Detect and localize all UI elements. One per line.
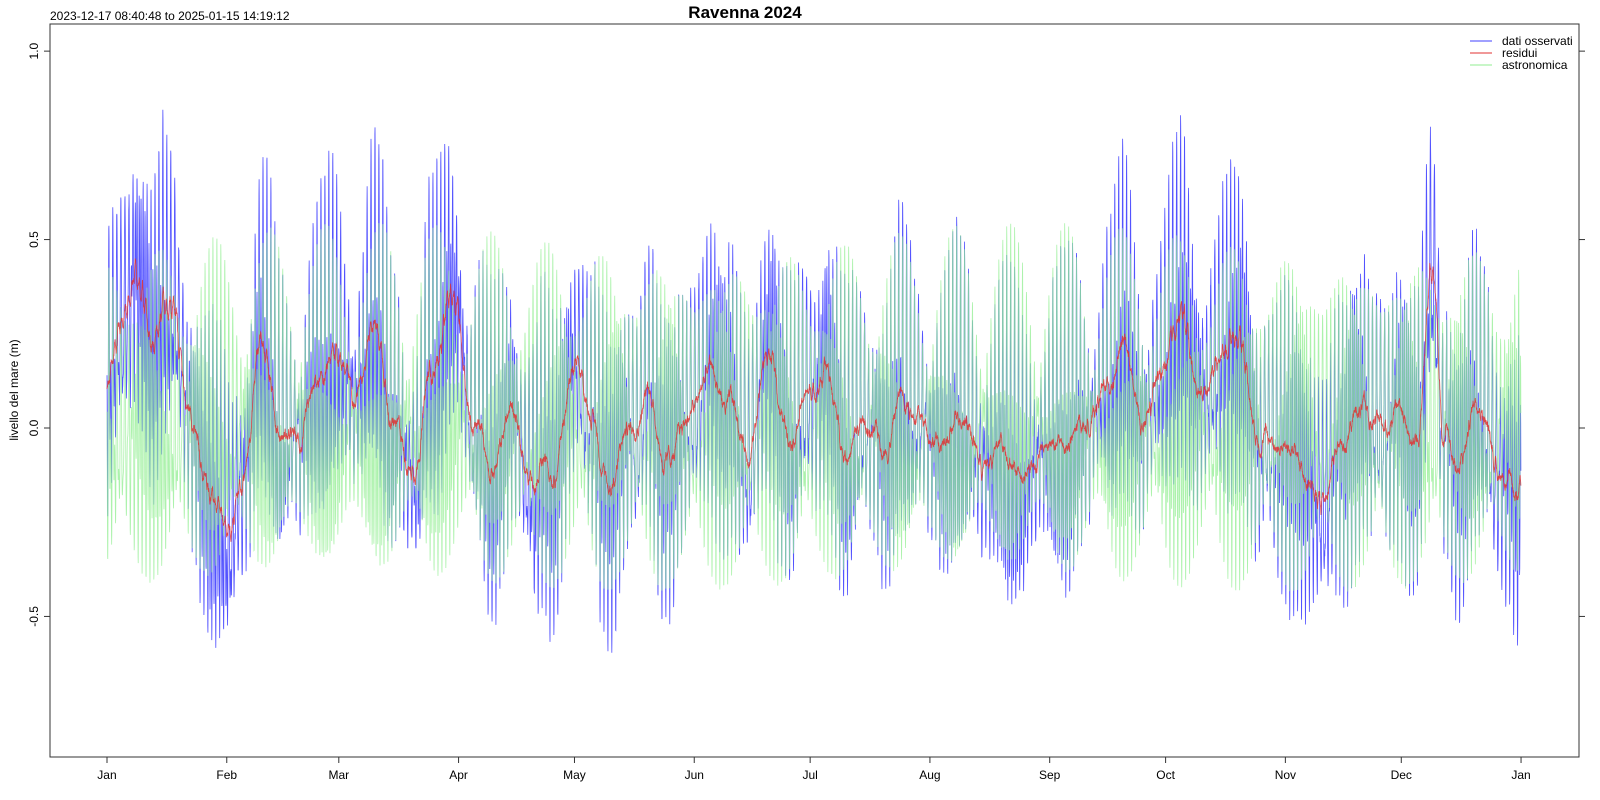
x-tick-label: Aug (919, 768, 940, 782)
legend-label-astronomical: astronomica (1502, 58, 1568, 72)
y-tick-label: -0.5 (27, 606, 41, 627)
x-tick-label: Jun (685, 768, 704, 782)
legend-label-residual: residui (1502, 46, 1537, 60)
y-tick-label: 1.0 (27, 42, 41, 59)
legend: dati osservati residui astronomica (1470, 34, 1573, 72)
x-tick-label: Jan (97, 768, 116, 782)
plot-border (49, 23, 1580, 758)
x-tick-label: Oct (1156, 768, 1175, 782)
x-tick-label: May (563, 768, 586, 782)
chart-subtitle: 2023-12-17 08:40:48 to 2025-01-15 14:19:… (50, 9, 290, 23)
series-line-astronomical (106, 223, 1522, 592)
x-tick-label: Feb (216, 768, 237, 782)
y-tick-label: 0.5 (27, 231, 41, 248)
axes-layer: Jan Feb Mar Apr May Jun Jul Aug Sep Oct Nov Dec Jan -… (27, 42, 1585, 782)
chart-title: Ravenna 2024 (688, 3, 802, 22)
y-axis-label: livello del mare (m) (7, 339, 21, 440)
series-line-residual (106, 258, 1522, 542)
x-tick-label: Dec (1391, 768, 1412, 782)
x-tick-label: Jul (802, 768, 817, 782)
x-tick-label: Sep (1039, 768, 1061, 782)
x-tick-label: Jan (1511, 768, 1530, 782)
series-layer (106, 109, 1522, 653)
x-tick-label: Mar (328, 768, 349, 782)
x-tick-label: Apr (449, 768, 468, 782)
x-tick-label: Nov (1275, 768, 1296, 782)
y-tick-label: 0.0 (27, 419, 41, 436)
legend-label-observed: dati osservati (1502, 34, 1573, 48)
